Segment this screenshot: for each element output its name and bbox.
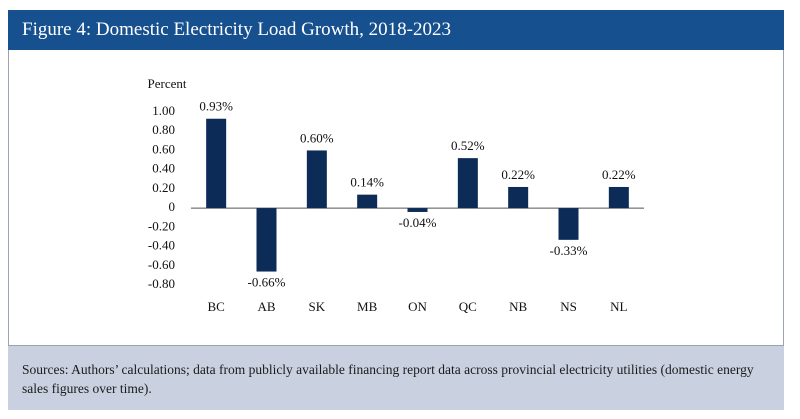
y-tick-label: 0.20 xyxy=(152,180,175,195)
x-tick-label: NB xyxy=(509,299,527,314)
data-label: 0.60% xyxy=(300,130,334,145)
y-tick-label: 0 xyxy=(169,199,176,214)
x-tick-label: NL xyxy=(610,299,627,314)
y-tick-label: -0.20 xyxy=(148,218,175,233)
bar xyxy=(558,208,579,240)
data-label: -0.04% xyxy=(399,215,437,230)
y-tick-label: 0.60 xyxy=(152,141,175,156)
data-label: 0.22% xyxy=(602,167,636,182)
data-label: 0.22% xyxy=(501,167,535,182)
y-tick-label: -0.60 xyxy=(148,257,175,272)
bar xyxy=(608,186,629,209)
x-tick-label: NS xyxy=(560,299,577,314)
chart-title: Figure 4: Domestic Electricity Load Grow… xyxy=(8,10,784,50)
source-note: Sources: Authors’ calculations; data fro… xyxy=(8,346,784,410)
y-tick-label: -0.80 xyxy=(148,276,175,291)
data-label: 0.93% xyxy=(199,99,233,114)
y-axis-label: Percent xyxy=(148,76,187,91)
bar xyxy=(206,118,227,209)
x-tick-label: QC xyxy=(459,299,477,314)
x-tick-label: SK xyxy=(309,299,326,314)
x-tick-label: MB xyxy=(357,299,378,314)
y-tick-label: 0.80 xyxy=(152,122,175,137)
data-label: -0.66% xyxy=(248,275,286,290)
y-tick-label: -0.40 xyxy=(148,238,175,253)
data-label: -0.33% xyxy=(550,243,588,258)
y-tick-label: 0.40 xyxy=(152,161,175,176)
data-label: 0.14% xyxy=(350,175,384,190)
bar xyxy=(407,208,428,212)
y-tick-label: 1.00 xyxy=(152,103,175,118)
chart: Percent 1.00 0.80 0.60 0.40 0.20 0 -0.20 -0.40 -… xyxy=(8,50,784,346)
x-tick-label: ON xyxy=(408,299,427,314)
bar xyxy=(508,186,529,209)
data-label: 0.52% xyxy=(451,138,485,153)
bar xyxy=(357,194,378,209)
bar xyxy=(306,150,327,209)
bar xyxy=(457,158,478,209)
bar xyxy=(256,208,277,272)
x-tick-label: AB xyxy=(257,299,275,314)
x-tick-label: BC xyxy=(207,299,224,314)
